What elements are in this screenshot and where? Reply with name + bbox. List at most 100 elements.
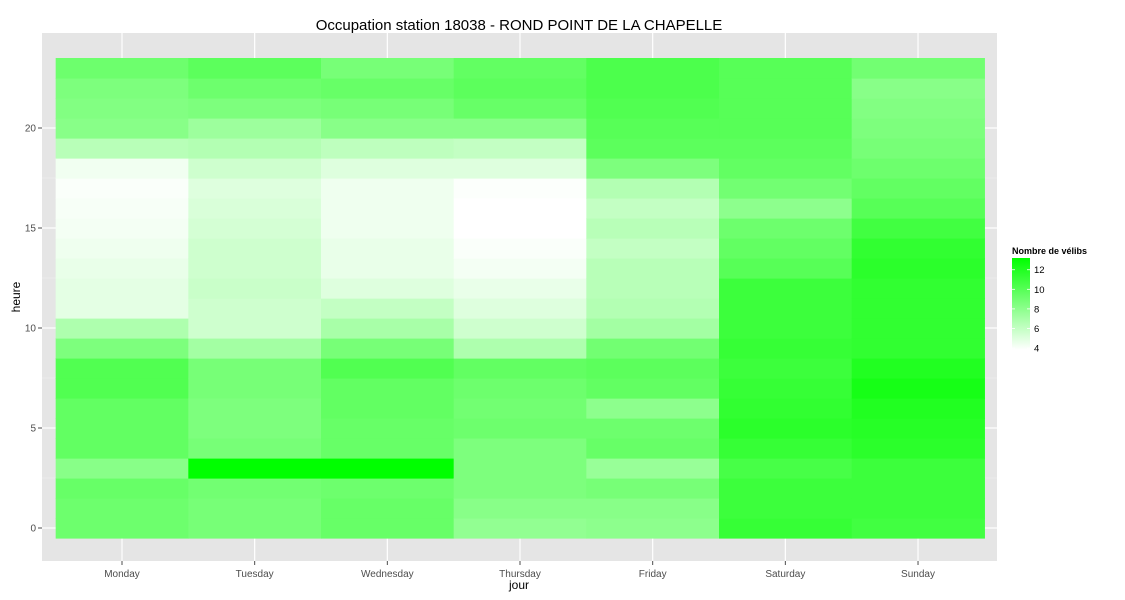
heatmap-tile <box>188 298 322 319</box>
heatmap-tile <box>55 238 189 259</box>
heatmap-tile <box>719 398 853 419</box>
heatmap-tile <box>586 258 720 279</box>
heatmap-tile <box>321 458 455 479</box>
x-axis-title: jour <box>508 578 529 592</box>
heatmap-tile <box>55 258 189 279</box>
heatmap-tile <box>851 338 985 359</box>
legend-colorbar <box>1012 258 1030 350</box>
heatmap-tile <box>453 58 587 79</box>
heatmap-tile <box>453 438 587 459</box>
heatmap-tile <box>321 258 455 279</box>
heatmap-tile <box>719 278 853 299</box>
heatmap-tile <box>586 518 720 539</box>
heatmap-tile <box>719 158 853 179</box>
heatmap-tile <box>55 58 189 79</box>
heatmap-tile <box>586 478 720 499</box>
y-tick-label: 15 <box>25 224 37 235</box>
heatmap-tile <box>719 378 853 399</box>
heatmap-tile <box>188 418 322 439</box>
heatmap-tile <box>453 138 587 159</box>
heatmap-tile <box>188 218 322 239</box>
heatmap-tile <box>321 118 455 139</box>
heatmap-tile <box>55 358 189 379</box>
heatmap-tile <box>851 518 985 539</box>
heatmap-tile <box>586 278 720 299</box>
heatmap-tile <box>586 298 720 319</box>
heatmap-tile <box>719 418 853 439</box>
heatmap-tile <box>453 118 587 139</box>
x-tick-label: Wednesday <box>361 569 414 580</box>
heatmap-tile <box>586 438 720 459</box>
heatmap-tile <box>321 138 455 159</box>
heatmap-tile <box>453 418 587 439</box>
legend-label: 4 <box>1034 344 1039 355</box>
x-tick-label: Saturday <box>765 569 805 580</box>
heatmap-tile <box>321 78 455 99</box>
heatmap-tile <box>719 118 853 139</box>
heatmap-tile <box>851 318 985 339</box>
x-tick-label: Sunday <box>901 569 935 580</box>
heatmap-tile <box>453 458 587 479</box>
heatmap-tile <box>719 518 853 539</box>
x-tick-label: Thursday <box>499 569 541 580</box>
heatmap-tile <box>188 498 322 519</box>
heatmap-tile <box>321 498 455 519</box>
heatmap-tile <box>188 358 322 379</box>
heatmap-tile <box>851 358 985 379</box>
heatmap-tile <box>719 258 853 279</box>
heatmap-tile <box>851 238 985 259</box>
heatmap-tile <box>851 218 985 239</box>
heatmap-tile <box>321 98 455 119</box>
heatmap-tile <box>586 378 720 399</box>
heatmap-tile <box>851 198 985 219</box>
heatmap-tile <box>453 318 587 339</box>
heatmap-tile <box>586 238 720 259</box>
heatmap-tile <box>586 318 720 339</box>
heatmap-tile <box>851 438 985 459</box>
heatmap-tile <box>851 378 985 399</box>
legend-title: Nombre de vélibs <box>1012 246 1087 256</box>
heatmap-tile <box>851 58 985 79</box>
heatmap-tile <box>719 178 853 199</box>
heatmap-tile <box>453 358 587 379</box>
heatmap-tile <box>719 338 853 359</box>
y-tick-label: 5 <box>30 424 36 435</box>
heatmap-tile <box>719 138 853 159</box>
heatmap-tile <box>719 298 853 319</box>
heatmap-tile <box>321 158 455 179</box>
heatmap-tile <box>453 198 587 219</box>
heatmap-tile <box>851 458 985 479</box>
heatmap-tile <box>851 98 985 119</box>
heatmap-tile <box>188 438 322 459</box>
legend-label: 6 <box>1034 324 1039 335</box>
heatmap-tile <box>55 98 189 119</box>
heatmap-tile <box>586 418 720 439</box>
heatmap-tile <box>188 318 322 339</box>
y-tick-label: 10 <box>25 324 37 335</box>
y-axis-ticks: 0 5 10 15 20 <box>25 124 42 535</box>
heatmap-tile <box>453 338 587 359</box>
heatmap-tile <box>453 498 587 519</box>
heatmap-tile <box>586 98 720 119</box>
heatmap-tile <box>55 198 189 219</box>
heatmap-tile <box>719 58 853 79</box>
x-tick-label: Monday <box>104 569 140 580</box>
heatmap-tile <box>55 78 189 99</box>
heatmap-tile <box>453 238 587 259</box>
heatmap-tile <box>719 478 853 499</box>
heatmap-tile <box>453 158 587 179</box>
heatmap-tile <box>719 78 853 99</box>
heatmap-tile <box>321 318 455 339</box>
heatmap-tile <box>55 518 189 539</box>
heatmap-tile <box>719 198 853 219</box>
heatmap-tile <box>55 418 189 439</box>
heatmap-tile <box>453 218 587 239</box>
y-axis-title: heure <box>9 281 23 312</box>
heatmap-tile <box>188 138 322 159</box>
x-tick-label: Friday <box>639 569 667 580</box>
heatmap-tile <box>586 198 720 219</box>
heatmap-tile <box>55 478 189 499</box>
heatmap-tile <box>586 338 720 359</box>
heatmap-tile <box>55 158 189 179</box>
